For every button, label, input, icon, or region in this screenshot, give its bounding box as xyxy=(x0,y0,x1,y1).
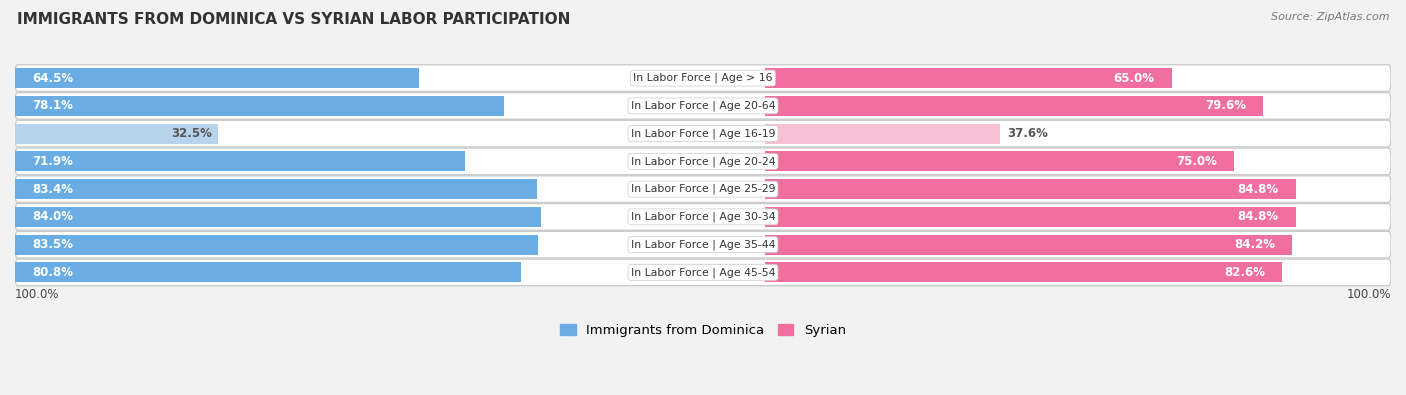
Text: 84.2%: 84.2% xyxy=(1234,238,1275,251)
Text: In Labor Force | Age 30-34: In Labor Force | Age 30-34 xyxy=(631,212,775,222)
Text: 83.5%: 83.5% xyxy=(32,238,73,251)
Text: 37.6%: 37.6% xyxy=(1007,127,1047,140)
Text: Source: ZipAtlas.com: Source: ZipAtlas.com xyxy=(1271,12,1389,22)
Text: 100.0%: 100.0% xyxy=(1347,288,1391,301)
Text: 83.4%: 83.4% xyxy=(32,182,73,196)
Bar xyxy=(15,207,541,227)
Text: 75.0%: 75.0% xyxy=(1177,155,1218,168)
Text: 82.6%: 82.6% xyxy=(1223,266,1265,279)
FancyBboxPatch shape xyxy=(15,65,1391,91)
Text: 32.5%: 32.5% xyxy=(170,127,211,140)
FancyBboxPatch shape xyxy=(15,259,1391,286)
Text: 84.8%: 84.8% xyxy=(1237,211,1278,224)
FancyBboxPatch shape xyxy=(15,148,1391,175)
Legend: Immigrants from Dominica, Syrian: Immigrants from Dominica, Syrian xyxy=(554,319,852,342)
Text: 79.6%: 79.6% xyxy=(1205,100,1246,112)
Bar xyxy=(15,151,465,171)
Bar xyxy=(765,124,1000,144)
Bar xyxy=(765,262,1282,282)
FancyBboxPatch shape xyxy=(15,203,1391,230)
FancyBboxPatch shape xyxy=(15,92,1391,119)
Text: 71.9%: 71.9% xyxy=(32,155,73,168)
Text: In Labor Force | Age 20-24: In Labor Force | Age 20-24 xyxy=(631,156,775,167)
FancyBboxPatch shape xyxy=(15,120,1391,147)
Bar xyxy=(765,96,1263,116)
Bar xyxy=(15,68,419,88)
Bar xyxy=(765,151,1234,171)
Text: 64.5%: 64.5% xyxy=(32,71,73,85)
Text: 78.1%: 78.1% xyxy=(32,100,73,112)
FancyBboxPatch shape xyxy=(15,231,1391,258)
Bar xyxy=(15,235,537,255)
Text: In Labor Force | Age 16-19: In Labor Force | Age 16-19 xyxy=(631,128,775,139)
Text: In Labor Force | Age 25-29: In Labor Force | Age 25-29 xyxy=(631,184,775,194)
FancyBboxPatch shape xyxy=(15,176,1391,203)
Bar xyxy=(765,179,1296,199)
Bar xyxy=(15,124,218,144)
Text: In Labor Force | Age 35-44: In Labor Force | Age 35-44 xyxy=(631,239,775,250)
Bar xyxy=(15,179,537,199)
Text: In Labor Force | Age > 16: In Labor Force | Age > 16 xyxy=(633,73,773,83)
Text: 80.8%: 80.8% xyxy=(32,266,73,279)
Text: 84.8%: 84.8% xyxy=(1237,182,1278,196)
Text: In Labor Force | Age 20-64: In Labor Force | Age 20-64 xyxy=(631,101,775,111)
Text: 65.0%: 65.0% xyxy=(1114,71,1154,85)
Bar xyxy=(765,207,1296,227)
Text: IMMIGRANTS FROM DOMINICA VS SYRIAN LABOR PARTICIPATION: IMMIGRANTS FROM DOMINICA VS SYRIAN LABOR… xyxy=(17,12,571,27)
Text: In Labor Force | Age 45-54: In Labor Force | Age 45-54 xyxy=(631,267,775,278)
Text: 100.0%: 100.0% xyxy=(15,288,59,301)
Text: 84.0%: 84.0% xyxy=(32,211,73,224)
Bar xyxy=(15,262,520,282)
Bar xyxy=(15,96,503,116)
Bar xyxy=(765,68,1171,88)
Bar xyxy=(765,235,1292,255)
